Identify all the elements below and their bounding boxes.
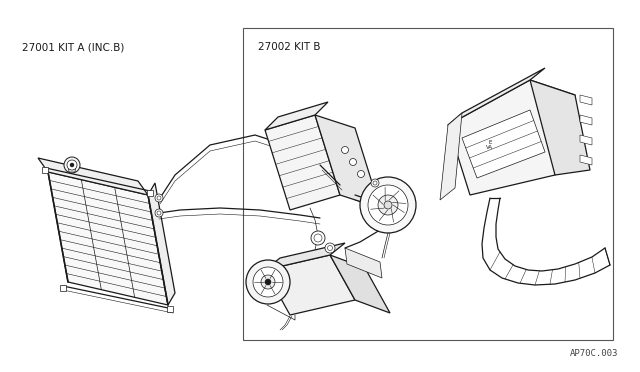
Text: AP70C.003: AP70C.003 bbox=[570, 349, 618, 358]
Circle shape bbox=[67, 160, 77, 170]
Polygon shape bbox=[580, 115, 592, 125]
Text: 27002 KIT B: 27002 KIT B bbox=[258, 42, 321, 52]
Circle shape bbox=[349, 158, 356, 166]
Polygon shape bbox=[440, 113, 462, 200]
Text: 27001 KIT A (INC.B): 27001 KIT A (INC.B) bbox=[22, 42, 124, 52]
Polygon shape bbox=[448, 80, 575, 195]
Circle shape bbox=[265, 279, 271, 285]
Bar bbox=[147, 190, 153, 196]
Bar bbox=[167, 306, 173, 312]
Polygon shape bbox=[580, 135, 592, 145]
Circle shape bbox=[378, 195, 398, 215]
Polygon shape bbox=[265, 255, 355, 315]
Polygon shape bbox=[530, 80, 590, 175]
Polygon shape bbox=[448, 68, 545, 125]
Polygon shape bbox=[48, 172, 168, 305]
Polygon shape bbox=[265, 115, 340, 210]
Circle shape bbox=[64, 157, 80, 173]
Bar bbox=[60, 285, 66, 291]
Circle shape bbox=[371, 179, 379, 187]
Polygon shape bbox=[462, 110, 545, 178]
Circle shape bbox=[155, 209, 163, 217]
Polygon shape bbox=[330, 255, 390, 313]
Circle shape bbox=[384, 201, 392, 209]
Polygon shape bbox=[580, 95, 592, 105]
Circle shape bbox=[253, 267, 283, 297]
Circle shape bbox=[342, 147, 349, 154]
Polygon shape bbox=[148, 183, 175, 305]
Polygon shape bbox=[265, 243, 345, 270]
Circle shape bbox=[261, 275, 275, 289]
Circle shape bbox=[368, 185, 408, 225]
Circle shape bbox=[325, 243, 335, 253]
Circle shape bbox=[311, 231, 325, 245]
Polygon shape bbox=[265, 102, 328, 130]
Polygon shape bbox=[38, 158, 148, 195]
Circle shape bbox=[246, 260, 290, 304]
Bar bbox=[42, 167, 48, 173]
Polygon shape bbox=[345, 248, 382, 278]
Circle shape bbox=[358, 170, 365, 177]
Circle shape bbox=[360, 177, 416, 233]
Circle shape bbox=[70, 163, 74, 167]
Polygon shape bbox=[580, 155, 592, 165]
Text: E
VA: E VA bbox=[486, 140, 493, 150]
Polygon shape bbox=[315, 115, 380, 208]
Circle shape bbox=[155, 194, 163, 202]
Bar bbox=[243, 28, 613, 340]
Polygon shape bbox=[68, 165, 76, 172]
